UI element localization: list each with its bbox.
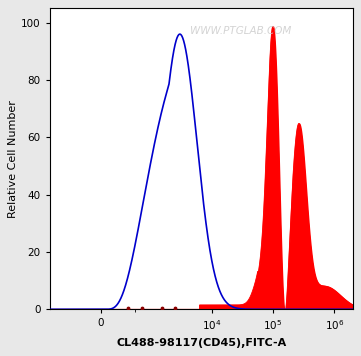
Y-axis label: Relative Cell Number: Relative Cell Number xyxy=(8,100,18,218)
Text: WWW.PTGLAB.COM: WWW.PTGLAB.COM xyxy=(190,26,291,36)
Point xyxy=(159,305,165,311)
Point xyxy=(125,305,131,311)
Point xyxy=(139,305,144,311)
Point xyxy=(172,305,178,311)
X-axis label: CL488-98117(CD45),FITC-A: CL488-98117(CD45),FITC-A xyxy=(116,338,286,348)
